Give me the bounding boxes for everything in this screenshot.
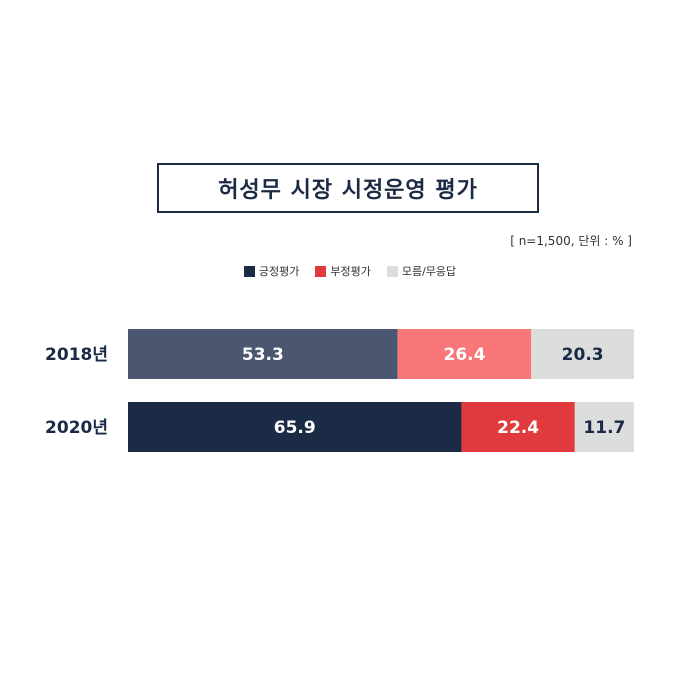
data-label-positive: 53.3 <box>242 345 284 365</box>
data-label-positive: 65.9 <box>274 418 316 438</box>
bar-segment-positive <box>128 402 462 452</box>
data-label-negative: 22.4 <box>497 418 539 438</box>
legend-swatch-negative <box>315 265 327 277</box>
legend-label-positive: 긍정평가 <box>258 265 300 278</box>
legend-label-unknown: 모름/무응답 <box>401 265 457 278</box>
legend-item-negative: 부정평가 <box>315 263 371 279</box>
sample-note: [ n=1,500, 단위 : % ] <box>510 234 632 248</box>
bar-segment-negative <box>397 329 532 379</box>
bar-segment-positive <box>128 329 398 379</box>
legend: 긍정평가 부정평가 모름/무응답 <box>0 263 700 279</box>
legend-label-negative: 부정평가 <box>330 265 371 278</box>
legend-swatch-unknown <box>386 265 398 277</box>
bar-segment-unknown <box>574 402 634 452</box>
legend-swatch-positive <box>243 265 255 277</box>
chart-title: 허성무 시장 시정운영 평가 <box>157 163 539 213</box>
legend-item-unknown: 모름/무응답 <box>386 263 457 279</box>
data-label-unknown: 11.7 <box>583 418 625 438</box>
data-label-unknown: 20.3 <box>562 345 604 365</box>
category-label: 2018년 <box>45 345 108 365</box>
data-label-negative: 26.4 <box>444 345 486 365</box>
legend-item-positive: 긍정평가 <box>243 263 300 279</box>
category-label: 2020년 <box>45 418 108 438</box>
bar-segment-unknown <box>531 329 634 379</box>
bar-segment-negative <box>461 402 575 452</box>
